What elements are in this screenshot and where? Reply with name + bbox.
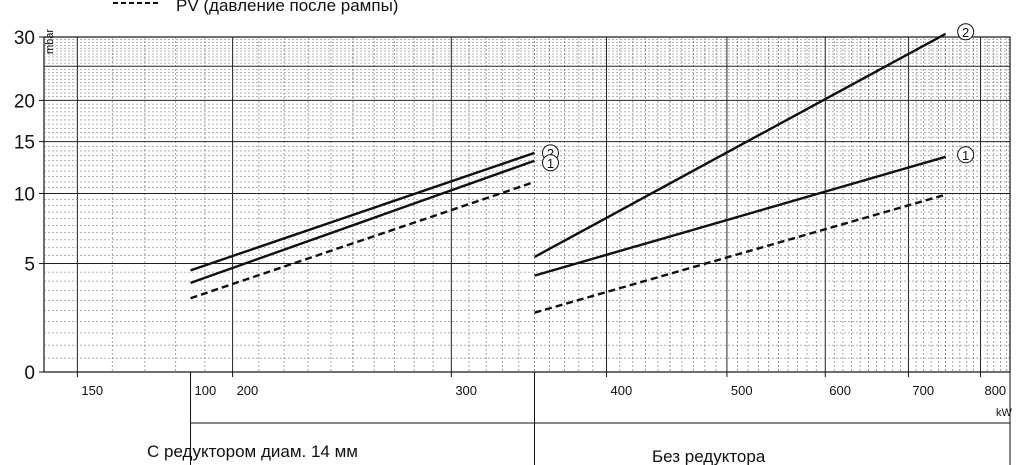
- series-line-PV: [190, 180, 535, 300]
- series-line-2: [190, 151, 535, 272]
- y-tick-label: 20: [14, 91, 35, 112]
- curve-marker-label: 1: [547, 156, 554, 171]
- series-line-2: [533, 32, 947, 259]
- y-tick-label: 30: [14, 28, 35, 49]
- y-tick-label: 10: [14, 184, 35, 205]
- series-line-1: [190, 159, 535, 285]
- y-tick-label: 0: [24, 363, 35, 384]
- region-dividers: [190, 372, 1011, 465]
- x-tick-label: 400: [611, 383, 633, 398]
- y-tick-label: 15: [14, 133, 35, 154]
- curve-marker-circle: [957, 146, 975, 164]
- curve-marker-circle: [957, 23, 975, 41]
- series: [190, 32, 947, 314]
- curve-marker-label: 2: [962, 25, 969, 40]
- x-tick-label: 600: [829, 383, 851, 398]
- y-axis-ticks: 0 5 10 15 20 30: [14, 28, 44, 384]
- x-tick-label: 700: [912, 383, 934, 398]
- x-tick-label: 500: [731, 383, 753, 398]
- region-label-without-regulator: Без редуктора: [652, 447, 766, 465]
- legend-text: PV (давление после рампы): [176, 0, 398, 15]
- region-label-with-regulator: С редуктором диам. 14 мм: [147, 442, 358, 461]
- x-tick-label: 150: [81, 383, 103, 398]
- grid: [43, 36, 1011, 373]
- x-tick-label: 200: [237, 383, 259, 398]
- y-axis-unit: mbar: [44, 29, 56, 54]
- x-axis-ticks: 150 100 200 300 400 500 600 700 800: [76, 372, 1006, 398]
- x-tick-label: 800: [984, 383, 1006, 398]
- plot-frame: [43, 36, 1011, 373]
- x-axis-unit: kW: [996, 407, 1013, 419]
- y-tick-label: 5: [24, 255, 35, 276]
- curve-marker-circle: [541, 154, 559, 172]
- series-line-PV: [534, 193, 946, 314]
- series-line-1: [534, 155, 946, 277]
- curve-marker-label: 1: [962, 148, 969, 163]
- x-tick-label: 100: [195, 383, 217, 398]
- curve-marker-label: 2: [547, 146, 554, 161]
- x-tick-label: 300: [455, 383, 477, 398]
